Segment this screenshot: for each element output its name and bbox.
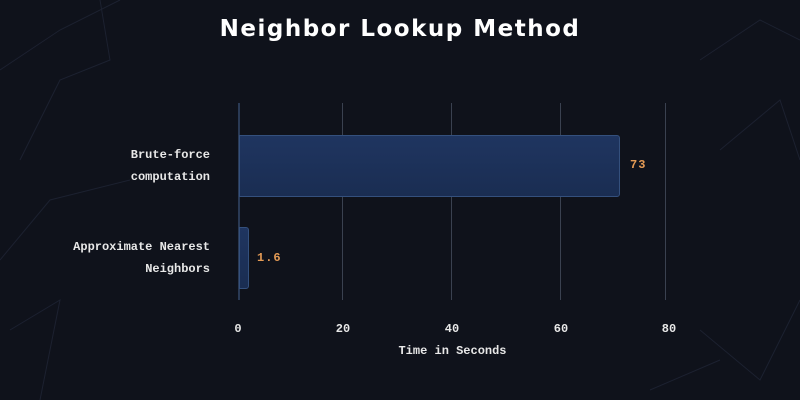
x-axis-label: Time in Seconds bbox=[398, 344, 507, 358]
y-axis-line bbox=[238, 103, 240, 300]
value-label-brute-force: 73 bbox=[630, 158, 647, 172]
category-label-line: Brute-force bbox=[130, 148, 210, 162]
category-label-line: Neighbors bbox=[145, 262, 210, 276]
gridline-20 bbox=[342, 103, 343, 300]
category-label-line: computation bbox=[130, 170, 210, 184]
x-tick-80: 80 bbox=[661, 322, 677, 336]
x-tick-40: 40 bbox=[444, 322, 460, 336]
x-tick-0: 0 bbox=[234, 322, 242, 336]
x-tick-20: 20 bbox=[335, 322, 351, 336]
category-label-brute-force: Brute-force computation bbox=[20, 144, 210, 188]
gridline-60 bbox=[560, 103, 561, 300]
x-tick-60: 60 bbox=[553, 322, 569, 336]
value-label-ann: 1.6 bbox=[257, 251, 282, 265]
category-label-ann: Approximate Nearest Neighbors bbox=[20, 236, 210, 280]
chart-title: Neighbor Lookup Method bbox=[219, 16, 581, 42]
bar-ann bbox=[239, 227, 249, 289]
category-label-line: Approximate Nearest bbox=[73, 240, 210, 254]
gridline-80 bbox=[665, 103, 666, 300]
bar-brute-force bbox=[239, 135, 620, 197]
gridline-40 bbox=[451, 103, 452, 300]
